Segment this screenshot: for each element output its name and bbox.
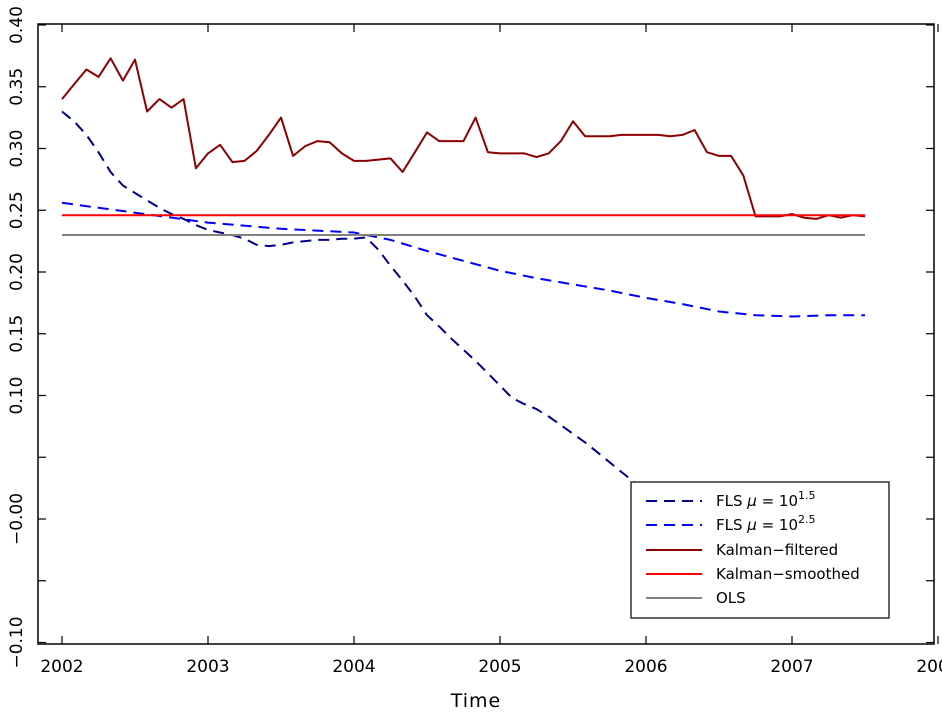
x-tick-label: 2007 — [770, 657, 813, 677]
legend-label-1: FLS μ = 102.5 — [716, 513, 816, 534]
x-tick-label: 2006 — [624, 657, 667, 677]
legend-label-3: Kalman−smoothed — [716, 565, 860, 583]
x-tick-label: 2004 — [332, 657, 375, 677]
legend-label-0: FLS μ = 101.5 — [716, 489, 816, 510]
y-tick-label: −0.10 — [7, 616, 27, 668]
y-tick-label: 0.35 — [7, 68, 27, 106]
y-tick-label: 0.20 — [7, 253, 27, 291]
series-line-2 — [61, 57, 866, 220]
x-axis-title: Time — [450, 690, 502, 712]
legend: FLS μ = 101.5 FLS μ = 102.5 Kalman−filtere… — [630, 481, 890, 619]
y-tick-label: −0.00 — [7, 493, 27, 545]
y-tick-label: 0.25 — [7, 191, 27, 229]
series-layer — [61, 57, 866, 493]
series-line-1 — [61, 201, 865, 318]
legend-label-2: Kalman−filtered — [716, 541, 838, 559]
x-tick-label: 2008 — [916, 657, 942, 677]
series-line-0 — [61, 110, 647, 493]
y-tick-label: 0.40 — [7, 6, 27, 44]
x-tick-label: 2002 — [40, 657, 83, 677]
y-tick-label: 0.10 — [7, 377, 27, 415]
y-tick-label: 0.15 — [7, 315, 27, 353]
axis-ticks: 2002 2003 2004 2005 2006 2007 2008 −0.10 −0.00 0.… — [7, 6, 942, 677]
x-tick-label: 2003 — [186, 657, 229, 677]
y-tick-label: 0.30 — [7, 130, 27, 168]
x-tick-label: 2005 — [478, 657, 521, 677]
legend-label-4: OLS — [716, 589, 746, 607]
